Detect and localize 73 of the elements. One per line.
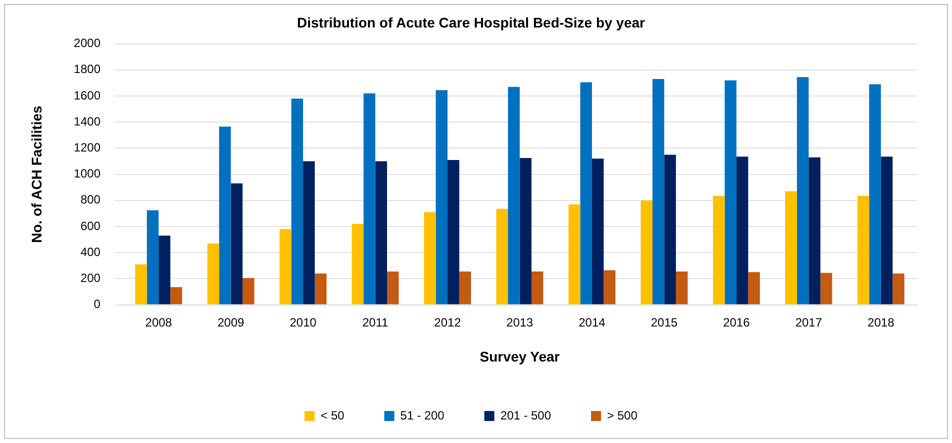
bar bbox=[869, 84, 881, 304]
bar bbox=[291, 98, 304, 304]
bar bbox=[170, 287, 182, 304]
bar bbox=[857, 196, 870, 304]
x-tick-label: 2012 bbox=[434, 315, 462, 330]
y-tick-label: 1400 bbox=[74, 114, 101, 128]
bar bbox=[280, 229, 292, 304]
bar bbox=[748, 272, 760, 304]
bar bbox=[712, 196, 725, 304]
bar bbox=[676, 272, 688, 304]
bar bbox=[496, 208, 508, 304]
x-tick-label: 2013 bbox=[506, 315, 534, 330]
bar bbox=[531, 272, 544, 304]
bar bbox=[604, 270, 616, 304]
x-tick-label: 2011 bbox=[362, 315, 389, 330]
bar bbox=[158, 236, 170, 304]
bar bbox=[424, 212, 436, 304]
legend-label: 201 - 500 bbox=[500, 408, 552, 422]
bar bbox=[520, 158, 532, 304]
x-tick-label: 2017 bbox=[795, 315, 822, 330]
x-tick-label: 2015 bbox=[650, 315, 678, 330]
bar bbox=[352, 224, 364, 304]
bar bbox=[303, 161, 315, 304]
y-tick-label: 1800 bbox=[74, 62, 101, 76]
y-tick-label: 1000 bbox=[74, 166, 101, 181]
y-tick-label: 200 bbox=[80, 271, 101, 286]
y-tick-label: 0 bbox=[94, 297, 101, 312]
bar bbox=[808, 157, 820, 304]
bar bbox=[230, 183, 243, 304]
x-tick-label: 2008 bbox=[145, 315, 172, 330]
bar bbox=[640, 200, 652, 304]
bar bbox=[580, 82, 592, 304]
bar bbox=[242, 278, 254, 304]
bar bbox=[508, 86, 520, 304]
y-tick-label: 1200 bbox=[74, 140, 101, 155]
bar bbox=[736, 156, 748, 304]
bar bbox=[880, 156, 893, 304]
x-tick-label: 2009 bbox=[217, 315, 245, 330]
bar bbox=[135, 264, 147, 304]
bar bbox=[820, 272, 832, 304]
bar bbox=[375, 161, 388, 304]
legend-label: > 500 bbox=[607, 408, 638, 422]
legend-label: < 50 bbox=[320, 408, 345, 422]
bar bbox=[592, 158, 604, 304]
bar bbox=[724, 80, 736, 304]
bar bbox=[364, 93, 376, 304]
bar bbox=[664, 154, 676, 304]
x-tick-label: 2014 bbox=[578, 315, 606, 330]
bar bbox=[207, 243, 220, 304]
y-tick-label: 2000 bbox=[74, 36, 101, 50]
bar bbox=[314, 273, 327, 304]
y-tick-label: 1600 bbox=[74, 88, 101, 102]
bar bbox=[387, 272, 399, 304]
y-axis-title: No. of ACH Facilities bbox=[28, 106, 44, 243]
bar bbox=[219, 126, 231, 304]
y-tick-label: 400 bbox=[80, 244, 101, 259]
bar bbox=[459, 272, 471, 304]
bar bbox=[146, 210, 159, 304]
x-axis-title: Survey Year bbox=[480, 348, 560, 364]
legend-label: 51 - 200 bbox=[400, 408, 445, 422]
y-tick-label: 800 bbox=[80, 192, 101, 207]
bar bbox=[436, 90, 448, 304]
bar bbox=[785, 191, 797, 304]
x-tick-label: 2010 bbox=[290, 315, 317, 330]
bar bbox=[892, 273, 904, 304]
x-tick-label: 2016 bbox=[723, 315, 750, 330]
bar bbox=[568, 204, 580, 304]
x-tick-label: 2018 bbox=[868, 315, 895, 330]
bar bbox=[448, 160, 460, 304]
bar bbox=[796, 77, 809, 304]
bar bbox=[652, 79, 664, 304]
chart-title: Distribution of Acute Care Hospital Bed-Size by year bbox=[297, 14, 646, 30]
y-tick-label: 600 bbox=[80, 218, 101, 233]
